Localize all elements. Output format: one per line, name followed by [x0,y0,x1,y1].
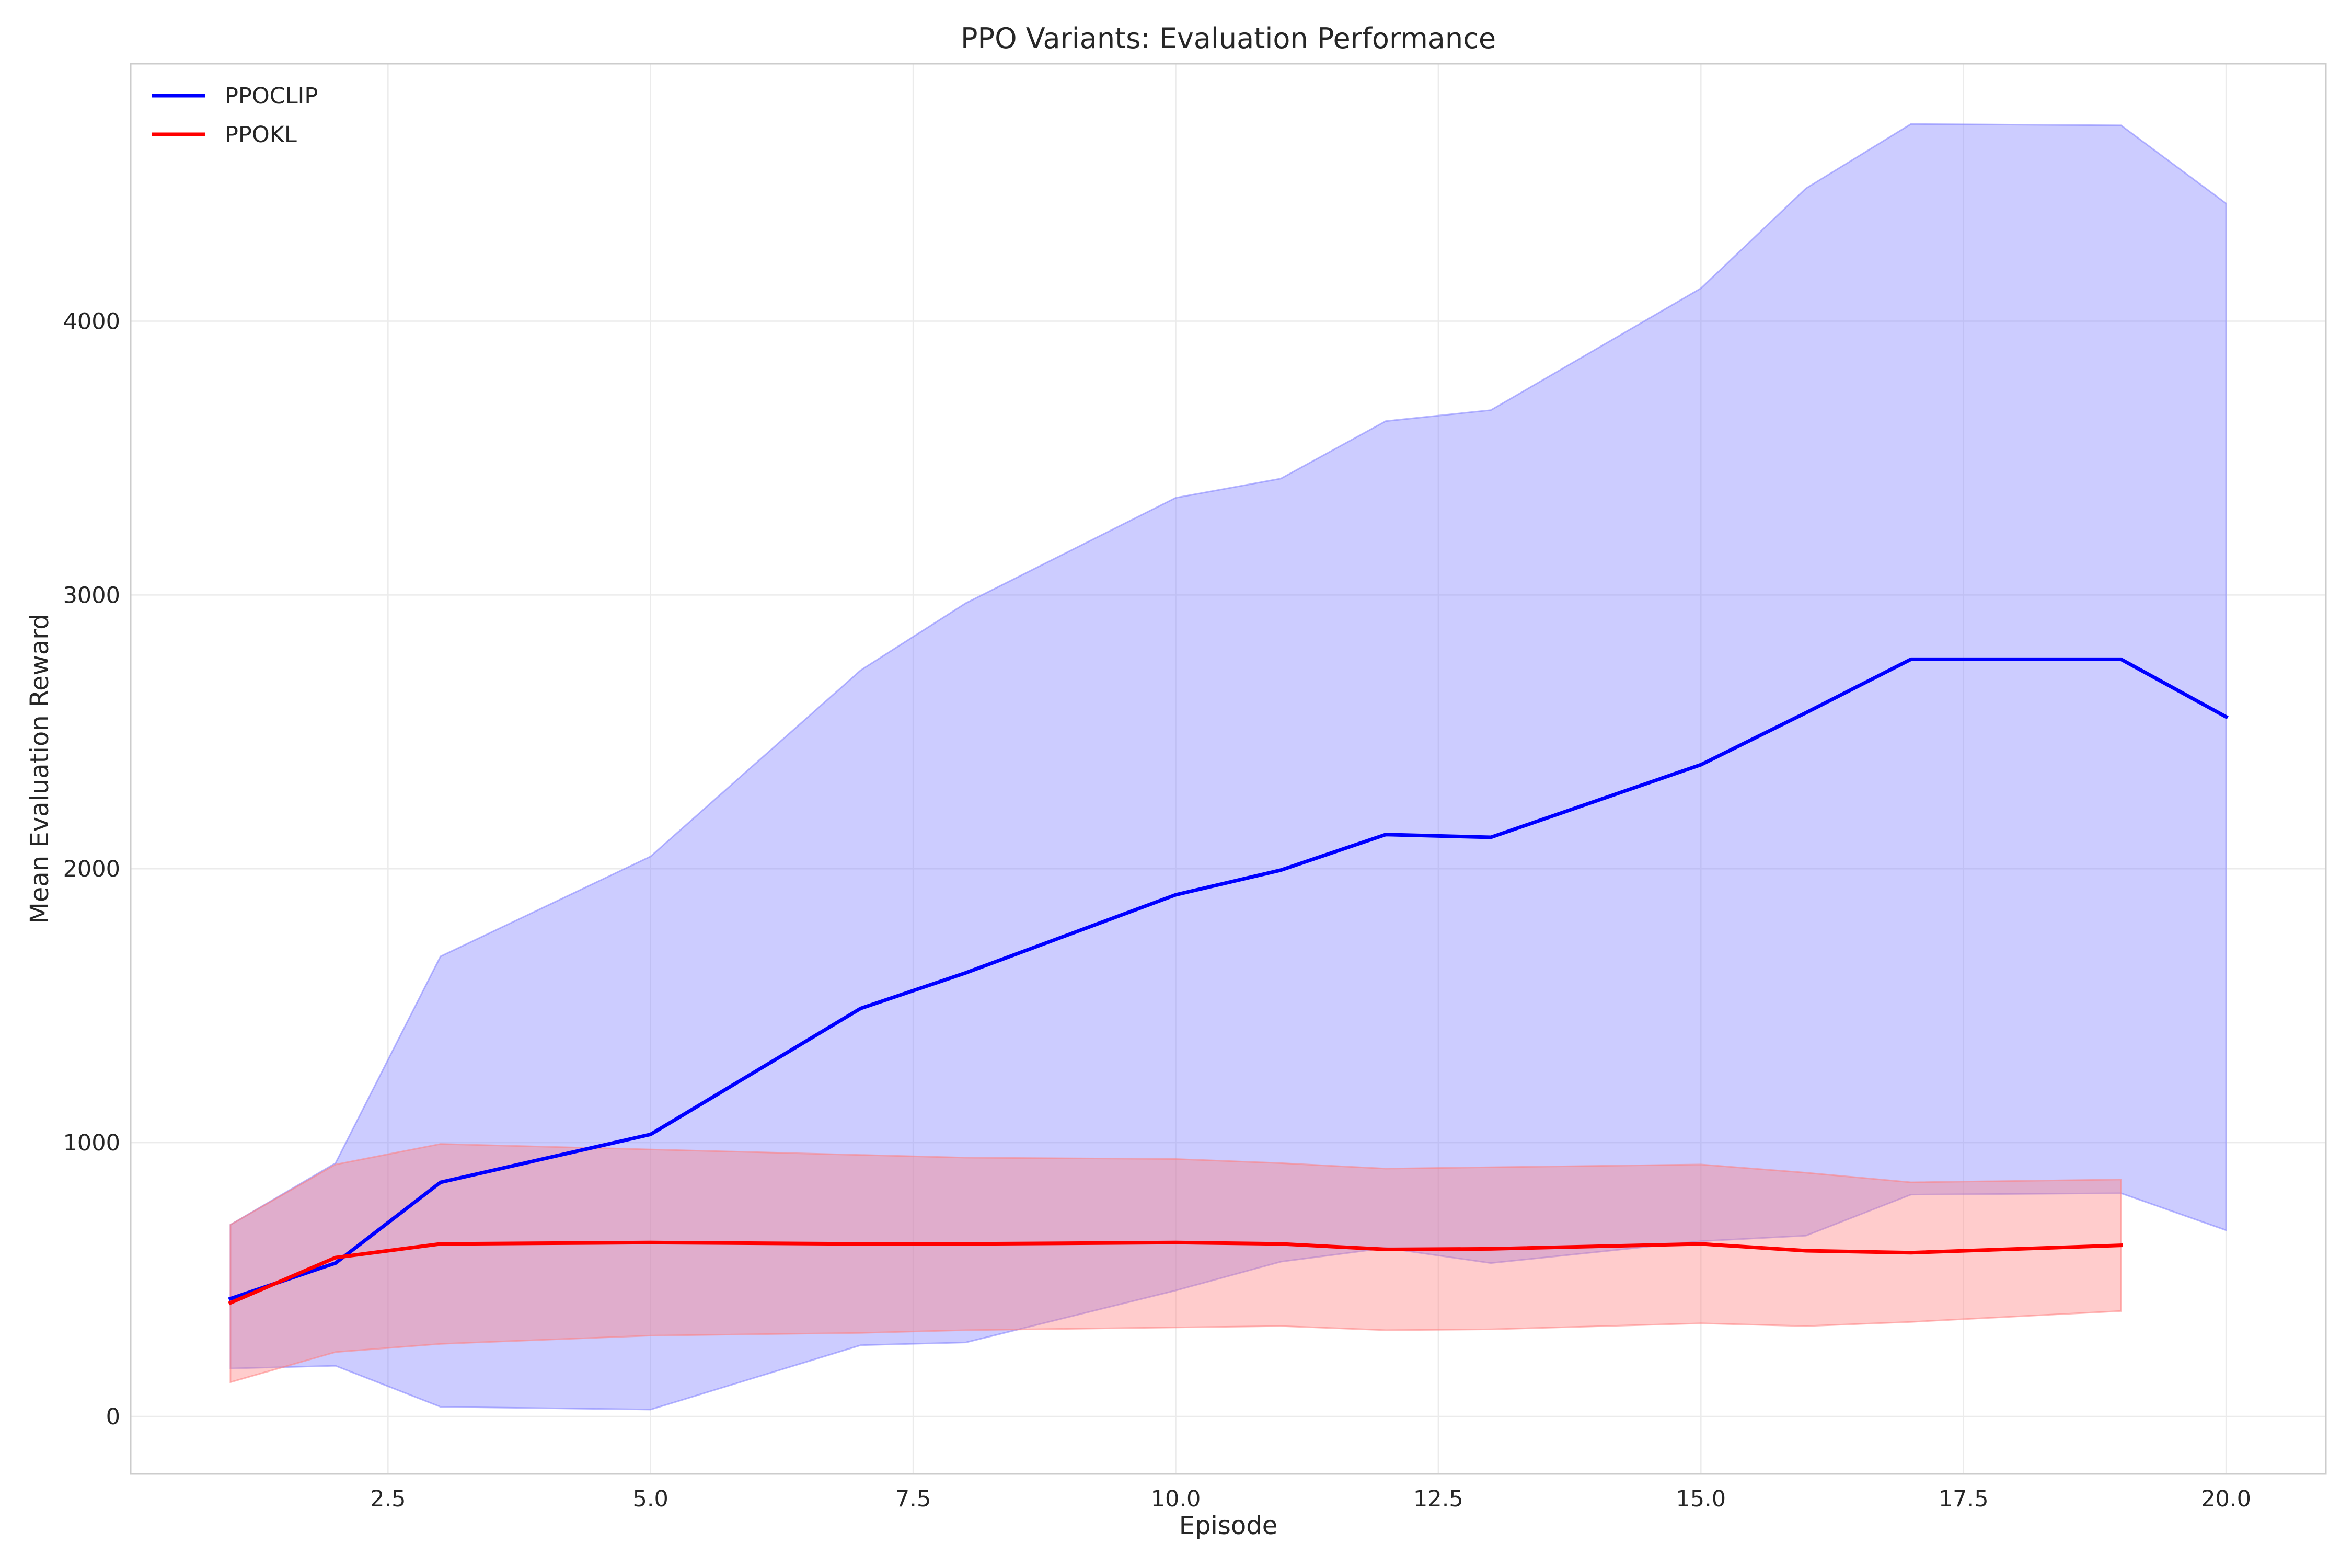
x-axis-ticks: 2.5 5.0 7.5 10.0 12.5 15.0 17.5 20.0 [370,1486,2251,1512]
x-tick-label: 20.0 [2201,1486,2251,1512]
x-tick-label: 7.5 [895,1486,931,1512]
legend-label: PPOKL [225,122,297,148]
x-tick-label: 2.5 [370,1486,406,1512]
y-axis-label: Mean Evaluation Reward [25,614,54,924]
x-tick-label: 10.0 [1151,1486,1201,1512]
series-lines [228,657,2229,1306]
y-tick-label: 3000 [63,582,120,608]
confidence-band-ppokl [229,1143,2122,1383]
x-axis-label: Episode [1179,1511,1278,1540]
y-tick-label: 1000 [63,1130,120,1156]
chart-title: PPO Variants: Evaluation Performance [961,22,1496,55]
y-axis-ticks: 0 1000 2000 3000 4000 [63,308,120,1430]
series-line-ppokl [228,1240,2123,1306]
plot-area-frame [130,63,2327,1475]
y-tick-label: 0 [106,1404,120,1430]
x-tick-label: 15.0 [1676,1486,1726,1512]
x-tick-label: 17.5 [1939,1486,1989,1512]
series-line-ppoclip [228,657,2229,1301]
y-tick-label: 2000 [63,856,120,882]
x-tick-label: 5.0 [633,1486,668,1512]
legend-label: PPOCLIP [225,83,318,109]
x-tick-label: 12.5 [1413,1486,1463,1512]
y-tick-label: 4000 [63,308,120,335]
legend: PPOCLIP PPOKL [152,83,318,148]
